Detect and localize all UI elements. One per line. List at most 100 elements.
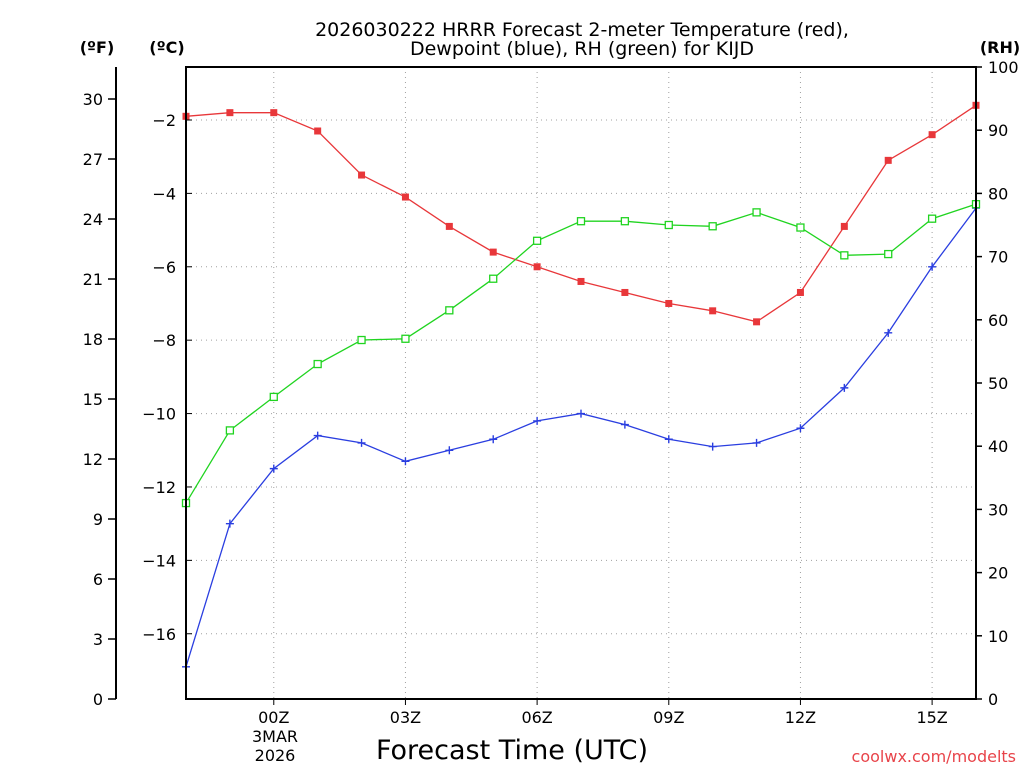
celsius-tick-label: −16 — [142, 625, 176, 644]
fahrenheit-tick-label: 6 — [93, 570, 103, 589]
dewpoint-point — [269, 464, 278, 473]
temperature-point — [401, 193, 409, 201]
x-tick-label: 00Z — [258, 708, 289, 727]
temperature-point — [840, 222, 848, 230]
x-tick-label: 06Z — [521, 708, 552, 727]
celsius-tick-label: −6 — [152, 258, 176, 277]
rh-point — [489, 274, 498, 283]
temperature-point — [577, 277, 585, 285]
temperature-point — [358, 171, 366, 179]
rh-point — [357, 335, 366, 345]
fahrenheit-tick-label: 18 — [83, 330, 103, 349]
dewpoint-point — [445, 446, 454, 455]
date-label-year: 2026 — [255, 746, 296, 765]
chart-title-line-2: Dewpoint (blue), RH (green) for KIJD — [410, 38, 754, 60]
celsius-tick-label: −4 — [152, 184, 176, 203]
rh-point — [313, 359, 322, 369]
temperature-point — [753, 318, 761, 326]
fahrenheit-tick-label: 12 — [83, 450, 103, 469]
rh-series-line — [185, 203, 977, 504]
rh-point — [884, 249, 893, 259]
fahrenheit-tick-label: 0 — [93, 690, 103, 709]
dewpoint-point — [884, 328, 893, 337]
celsius-tick-label: −14 — [142, 551, 176, 570]
dewpoint-point — [928, 262, 937, 271]
fahrenheit-tick-label: 27 — [83, 150, 103, 169]
rh-tick-label: 40 — [988, 437, 1008, 456]
x-tick-label: 15Z — [916, 708, 947, 727]
dewpoint-point — [225, 519, 234, 528]
axis-ticks: 00Z 03Z 06Z 09Z 12Z 15Z −16 −14 −12 −10 −8 −6 −4 −2 0 3… — [83, 58, 1019, 727]
dewpoint-point — [489, 435, 498, 444]
celsius-tick-label: −2 — [152, 111, 176, 130]
rh-tick-label: 20 — [988, 564, 1008, 583]
rh-point — [225, 426, 235, 435]
dewpoint-point — [577, 409, 585, 418]
fahrenheit-tick-label: 24 — [83, 210, 103, 229]
rh-tick-label: 100 — [988, 58, 1019, 77]
rh-point — [576, 217, 586, 226]
fahrenheit-tick-label: 15 — [83, 390, 103, 409]
dewpoint-point — [840, 383, 849, 392]
dewpoint-point — [752, 438, 761, 447]
celsius-unit-label: (ºC) — [149, 38, 184, 57]
temperature-point — [884, 156, 892, 164]
x-tick-label: 12Z — [785, 708, 816, 727]
gridlines — [186, 67, 976, 699]
celsius-tick-label: −12 — [142, 478, 176, 497]
rh-unit-label: (RH) — [980, 38, 1020, 57]
x-tick-label: 03Z — [390, 708, 421, 727]
fahrenheit-unit-label: (ºF) — [80, 38, 115, 57]
fahrenheit-tick-label: 30 — [83, 90, 103, 109]
rh-point — [708, 222, 717, 231]
rh-point — [752, 208, 761, 217]
temperature-point — [709, 307, 717, 315]
rh-point — [269, 392, 278, 402]
rh-point — [445, 306, 454, 315]
fahrenheit-tick-label: 9 — [93, 510, 103, 529]
rh-point — [620, 217, 630, 226]
x-tick-label: 09Z — [653, 708, 684, 727]
rh-point — [840, 251, 849, 260]
temperature-point — [928, 131, 936, 139]
credit-label: coolwx.com/modelts — [852, 747, 1016, 766]
temperature-point — [621, 288, 629, 296]
rh-tick-label: 90 — [988, 121, 1008, 140]
fahrenheit-tick-label: 3 — [93, 630, 103, 649]
x-axis-title: Forecast Time (UTC) — [376, 735, 648, 766]
rh-tick-label: 70 — [988, 248, 1008, 267]
rh-tick-label: 10 — [988, 627, 1008, 646]
rh-point — [401, 334, 410, 343]
temperature-point — [226, 109, 234, 117]
dewpoint-point — [533, 416, 542, 425]
rh-tick-label: 60 — [988, 311, 1008, 330]
celsius-tick-label: −8 — [152, 331, 176, 350]
temperature-series-line — [185, 104, 977, 323]
rh-point — [664, 220, 673, 230]
rh-tick-label: 50 — [988, 374, 1008, 393]
plot-frame — [185, 66, 977, 700]
dewpoint-point — [620, 420, 629, 429]
rh-tick-label: 80 — [988, 184, 1008, 203]
celsius-tick-label: −10 — [142, 405, 176, 424]
date-label-day: 3MAR — [252, 727, 298, 746]
temperature-point — [314, 127, 322, 135]
rh-point — [796, 223, 805, 232]
dewpoint-point — [796, 424, 805, 433]
temperature-point — [796, 288, 804, 296]
dewpoint-point — [401, 457, 410, 466]
temperature-point — [489, 248, 497, 256]
dewpoint-point — [313, 431, 322, 440]
rh-point — [927, 214, 937, 223]
series-layer — [181, 101, 981, 671]
temperature-point — [665, 299, 673, 307]
fahrenheit-tick-label: 21 — [83, 270, 103, 289]
rh-point — [532, 236, 542, 245]
dewpoint-series-line — [185, 207, 977, 667]
temperature-point — [445, 222, 453, 230]
temperature-point — [533, 263, 541, 271]
dewpoint-point — [708, 442, 717, 451]
chart-title-line-1: 2026030222 HRRR Forecast 2-meter Tempera… — [315, 19, 849, 41]
dewpoint-point — [357, 438, 366, 447]
